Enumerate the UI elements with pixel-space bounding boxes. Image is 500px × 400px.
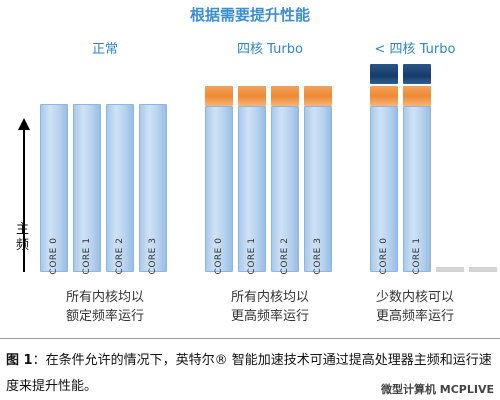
group-label-quad-turbo: 四核 Turbo xyxy=(237,42,303,57)
core-3-bar: CORE 3 xyxy=(304,106,332,275)
extra-turbo-segment xyxy=(370,64,398,84)
turbo-boost-segment xyxy=(403,86,431,106)
caption-line: 所有内核均以 xyxy=(65,290,144,305)
idle-core-3 xyxy=(469,267,497,272)
frequency-axis xyxy=(23,127,25,272)
brand-watermark: 微型计算机 MCPLIVE xyxy=(380,383,494,396)
core-label: CORE 0 xyxy=(49,237,59,275)
core-label: CORE 1 xyxy=(247,237,257,275)
caption-line: 更高频率运行 xyxy=(375,309,454,324)
core-label: CORE 0 xyxy=(214,237,224,275)
caption-divider xyxy=(0,338,500,339)
core-label: CORE 2 xyxy=(280,237,290,275)
turbo-boost-segment xyxy=(238,86,266,106)
core-2-bar: CORE 2 xyxy=(271,106,299,275)
turbo-boost-segment xyxy=(370,86,398,106)
figure-caption-prefix: 图 1 xyxy=(6,353,33,368)
group-caption-quad-turbo: 所有内核均以 更高频率运行 xyxy=(195,288,345,326)
core-label: CORE 1 xyxy=(412,237,422,275)
core-0-bar: CORE 0 xyxy=(205,106,233,275)
extra-turbo-segment xyxy=(403,64,431,84)
group-label-normal: 正常 xyxy=(91,42,118,57)
diagram-title: 根据需要提升性能 xyxy=(189,6,310,24)
core-1-bar: CORE 1 xyxy=(403,106,431,275)
core-1-bar: CORE 1 xyxy=(73,104,101,275)
figure-caption-text: ：在条件允许的情况下，英特尔® 智能加速技术可通过提高处理器主频和运行速度来提升… xyxy=(6,353,492,394)
figure-caption: 图 1：在条件允许的情况下，英特尔® 智能加速技术可通过提高处理器主频和运行速度… xyxy=(6,348,494,400)
turbo-boost-segment xyxy=(205,86,233,106)
turbo-boost-segment xyxy=(304,86,332,106)
core-label: CORE 3 xyxy=(313,237,323,275)
group-caption-normal: 所有内核均以 额定频率运行 xyxy=(30,288,180,326)
core-label: CORE 0 xyxy=(379,237,389,275)
turbo-boost-segment xyxy=(271,86,299,106)
group-label-partial-turbo: < 四核 Turbo xyxy=(374,42,456,57)
core-0-bar: CORE 0 xyxy=(40,104,68,275)
core-label: CORE 3 xyxy=(148,237,158,275)
axis-label: 主频 xyxy=(16,222,30,253)
core-0-bar: CORE 0 xyxy=(370,106,398,275)
core-label: CORE 1 xyxy=(82,237,92,275)
axis-arrow-icon xyxy=(18,118,30,130)
idle-core-2 xyxy=(436,267,464,272)
core-3-bar: CORE 3 xyxy=(139,104,167,275)
caption-line: 额定频率运行 xyxy=(65,309,144,324)
core-2-bar: CORE 2 xyxy=(106,104,134,275)
caption-line: 所有内核均以 xyxy=(230,290,309,305)
group-caption-partial-turbo: 少数内核可以 更高频率运行 xyxy=(345,288,485,326)
caption-line: 更高频率运行 xyxy=(230,309,309,324)
core-label: CORE 2 xyxy=(115,237,125,275)
core-1-bar: CORE 1 xyxy=(238,106,266,275)
caption-line: 少数内核可以 xyxy=(375,290,454,305)
